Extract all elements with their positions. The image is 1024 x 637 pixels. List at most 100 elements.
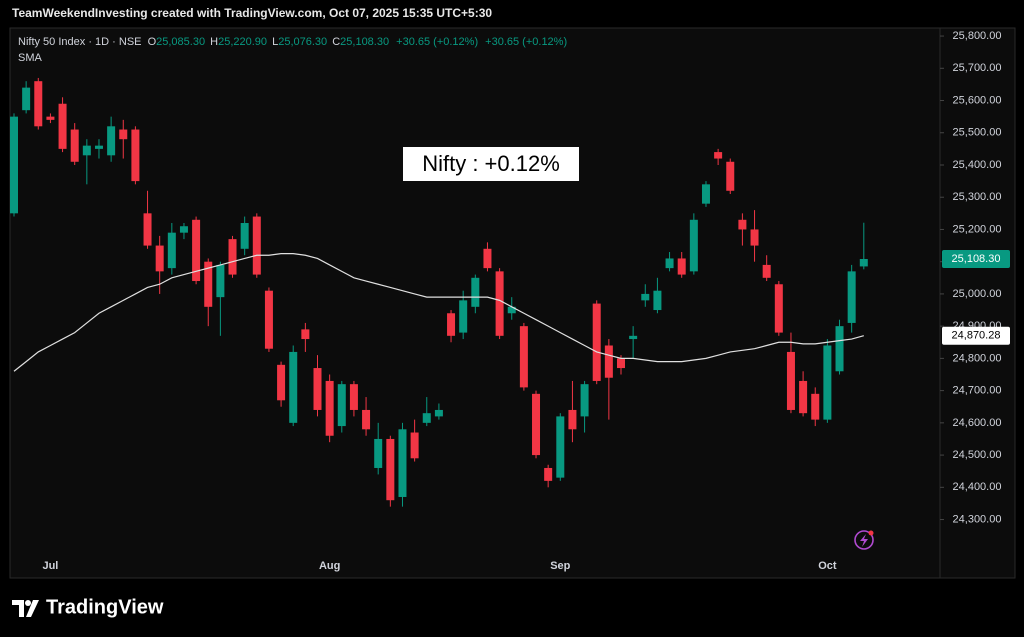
candle-body [155,245,164,272]
candle-body [556,416,565,478]
y-tick-label: 24,400.00 [953,481,1002,493]
candle-body [131,129,140,182]
x-tick-label: Sep [550,560,570,572]
candle-body [410,432,419,459]
candle-body [519,326,528,388]
sma-line [13,253,864,372]
candle-body [422,413,431,423]
chart-frame [9,27,1016,579]
candle-body [179,226,188,233]
candle-body [665,258,674,269]
price-tag [942,250,1010,269]
candle-body [94,145,103,149]
price-tag [942,326,1010,345]
legend-change: +30.65 (+0.12%) [485,36,567,48]
candle-body [447,313,456,336]
candle-body [835,326,844,372]
candle-body [10,116,18,214]
footer-logo [12,600,39,617]
candle-body [386,438,395,501]
candle-body [434,409,443,417]
candle-body [374,438,383,468]
candle-body [107,126,116,156]
y-tick-label: 24,300.00 [953,513,1002,525]
candle-body [823,345,832,420]
candle-body [301,329,310,340]
candle-body [580,384,589,417]
candle-body [483,248,492,269]
candle-body [677,258,686,275]
replay-icon [854,530,874,550]
y-tick-label: 24,600.00 [953,417,1002,429]
candle-body [811,393,820,420]
candle-body [204,261,213,307]
y-tick-label: 25,600.00 [953,94,1002,106]
candle-body [714,152,723,159]
candle-body [701,184,710,204]
candle-body [507,306,516,314]
candle-body [592,303,601,381]
candle-body [228,239,237,275]
legend-change: +30.65 (+0.12%) [396,36,478,48]
legend-key: C [332,36,340,48]
sma-legend: SMA [18,52,43,64]
candle-body [337,384,346,427]
candle-body [289,351,298,423]
x-tick-label: Jul [42,560,58,572]
legend-value: 25,085.30 [156,36,205,48]
candle-body [641,293,650,301]
candle-body [192,219,201,282]
footer-brand: TradingView [46,596,164,618]
x-tick-label: Aug [319,560,340,572]
candle-body [532,393,541,456]
header: TeamWeekendInvesting created with Tradin… [12,6,492,20]
candle-body [82,145,91,156]
candle-body [252,216,261,275]
candle-body [459,300,468,333]
y-tick-label: 25,000.00 [953,288,1002,300]
candle-body [58,103,67,149]
candle-body [46,116,55,120]
candle-body [167,232,176,269]
legend-value: 25,076.30 [278,36,327,48]
y-tick-label: 25,800.00 [953,30,1002,42]
candle-body [22,87,31,111]
y-tick-label: 25,500.00 [953,127,1002,139]
price-tag-label: 25,108.30 [952,253,1001,265]
candle-body [738,219,747,230]
candle-body [786,351,795,410]
candle-body [799,380,808,414]
y-tick-label: 24,700.00 [953,385,1002,397]
y-tick-label: 25,400.00 [953,159,1002,171]
candle-body [240,223,249,249]
candle-body [216,264,225,298]
candle-body [617,358,625,369]
candle-body [495,271,504,336]
legend-value: 25,108.30 [340,36,389,48]
candle-body [325,380,334,436]
symbol: Nifty 50 Index · 1D · NSE [18,36,142,48]
candle-body [689,219,698,272]
candle-body [143,213,152,246]
annotation-box [403,147,579,181]
price-tag-label: 24,870.28 [952,330,1001,342]
candle-body [774,284,783,333]
annotation: Nifty : +0.12% [422,151,560,176]
candle-body [264,290,273,349]
legend-key: H [210,36,218,48]
candle-body [313,368,322,410]
legend-key: L [272,36,278,48]
legend-key: O [148,36,157,48]
candle-body [750,229,759,246]
candle-body [34,81,43,127]
legend: Nifty 50 Index · 1D · NSE O25,085.30 H 25… [18,36,567,48]
candle-body [847,271,856,323]
candle-body [726,161,735,191]
candle-body [544,467,553,481]
y-tick-label: 25,300.00 [953,191,1002,203]
y-tick-label: 25,700.00 [953,62,1002,74]
candle-body [604,345,613,378]
candle-body [119,129,128,140]
x-tick-label: Oct [818,560,837,572]
